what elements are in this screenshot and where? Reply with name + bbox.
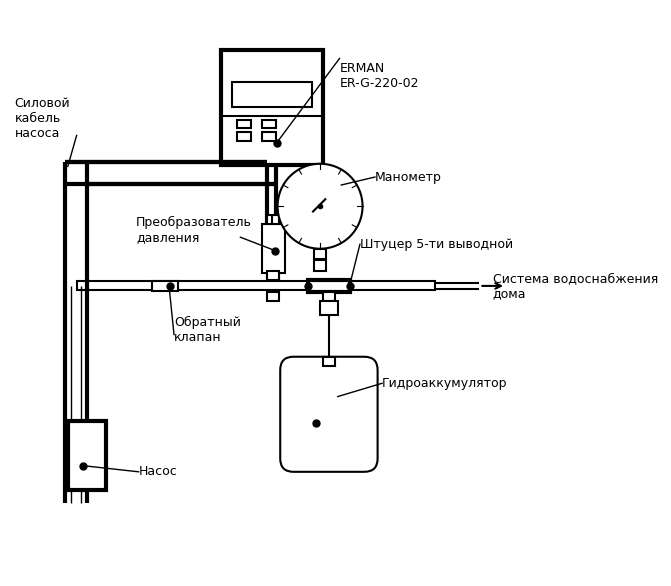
Bar — [221, 50, 323, 165]
Bar — [323, 357, 335, 366]
Bar — [262, 120, 276, 128]
Bar — [308, 280, 350, 292]
Bar — [267, 292, 279, 301]
Bar — [231, 82, 312, 107]
Bar — [314, 248, 326, 260]
Bar — [314, 260, 326, 271]
Text: Манометр: Манометр — [375, 171, 442, 183]
Text: Насос: Насос — [139, 465, 177, 478]
Text: Силовой
кабель
насоса: Силовой кабель насоса — [15, 97, 70, 141]
Bar — [320, 301, 338, 315]
Bar — [152, 281, 178, 291]
Bar — [237, 120, 251, 128]
Bar — [262, 224, 285, 272]
Text: Преобразователь
давления: Преобразователь давления — [136, 216, 252, 244]
Bar — [262, 132, 276, 141]
Bar — [323, 292, 335, 301]
Bar — [267, 215, 279, 224]
Text: ERMAN
ER-G-220-02: ERMAN ER-G-220-02 — [340, 62, 419, 90]
Circle shape — [278, 163, 362, 248]
Bar — [267, 272, 279, 281]
Bar — [237, 132, 251, 141]
Bar — [267, 271, 279, 280]
Text: Гидроаккумулятор: Гидроаккумулятор — [382, 377, 507, 390]
Bar — [76, 281, 435, 290]
Text: Система водоснабжения
дома: Система водоснабжения дома — [493, 272, 658, 300]
FancyBboxPatch shape — [280, 357, 378, 472]
Text: Штуцер 5-ти выводной: Штуцер 5-ти выводной — [360, 238, 513, 251]
Bar — [68, 421, 106, 489]
Text: Обратный
клапан: Обратный клапан — [174, 316, 241, 344]
